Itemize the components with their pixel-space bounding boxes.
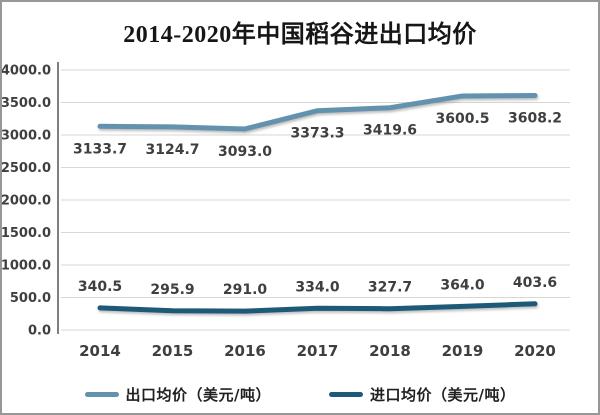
x-axis-tick-label: 2015 bbox=[152, 342, 194, 360]
import-series-swatch-icon bbox=[329, 392, 363, 397]
x-axis-tick-label: 2016 bbox=[224, 342, 266, 360]
x-axis-tick-label: 2014 bbox=[79, 342, 121, 360]
x-axis-tick-label: 2018 bbox=[369, 342, 411, 360]
legend-label-import: 进口均价（美元/吨） bbox=[370, 386, 516, 404]
data-label-import: 291.0 bbox=[223, 282, 268, 298]
data-label-export: 3600.5 bbox=[435, 111, 489, 127]
data-label-export: 3093.0 bbox=[218, 144, 272, 160]
data-label-import: 364.0 bbox=[440, 277, 485, 293]
legend-label-export: 出口均价（美元/吨） bbox=[125, 386, 271, 404]
y-axis-tick-label: 1500.0 bbox=[2, 226, 51, 241]
y-axis-tick-label: 4000.0 bbox=[2, 64, 51, 79]
data-label-import: 295.9 bbox=[150, 282, 194, 298]
x-axis-tick-label: 2020 bbox=[514, 342, 556, 360]
x-axis-tick-label: 2017 bbox=[297, 342, 339, 360]
data-label-export: 3124.7 bbox=[145, 142, 199, 158]
data-label-export: 3133.7 bbox=[73, 141, 127, 157]
legend-item-import: 进口均价（美元/吨） bbox=[329, 384, 515, 405]
x-axis-tick-label: 2019 bbox=[442, 342, 484, 360]
data-label-import: 334.0 bbox=[295, 279, 340, 295]
export-series-swatch-icon bbox=[84, 392, 119, 397]
legend-item-export: 出口均价（美元/吨） bbox=[84, 384, 271, 405]
data-label-export: 3608.2 bbox=[508, 110, 562, 126]
data-label-export: 3419.6 bbox=[363, 123, 417, 139]
data-label-import: 340.5 bbox=[78, 279, 122, 295]
y-axis-tick-label: 2500.0 bbox=[2, 161, 51, 176]
data-label-import: 327.7 bbox=[368, 280, 412, 296]
y-axis-tick-label: 2000.0 bbox=[2, 194, 51, 209]
series-line-import bbox=[97, 301, 538, 314]
data-label-import: 403.6 bbox=[513, 275, 557, 291]
y-axis-tick-label: 0.0 bbox=[28, 324, 51, 339]
series-line-export bbox=[97, 92, 538, 132]
y-axis-tick-label: 3000.0 bbox=[2, 129, 51, 144]
chart-title: 2014-2020年中国稻谷进出口均价 bbox=[123, 22, 477, 48]
data-label-export: 3373.3 bbox=[290, 126, 344, 142]
y-axis-tick-label: 1000.0 bbox=[2, 259, 51, 274]
y-axis-tick-label: 3500.0 bbox=[2, 96, 51, 111]
chart-legend: 出口均价（美元/吨） 进口均价（美元/吨） bbox=[2, 384, 598, 405]
y-axis-tick-label: 500.0 bbox=[10, 291, 51, 306]
